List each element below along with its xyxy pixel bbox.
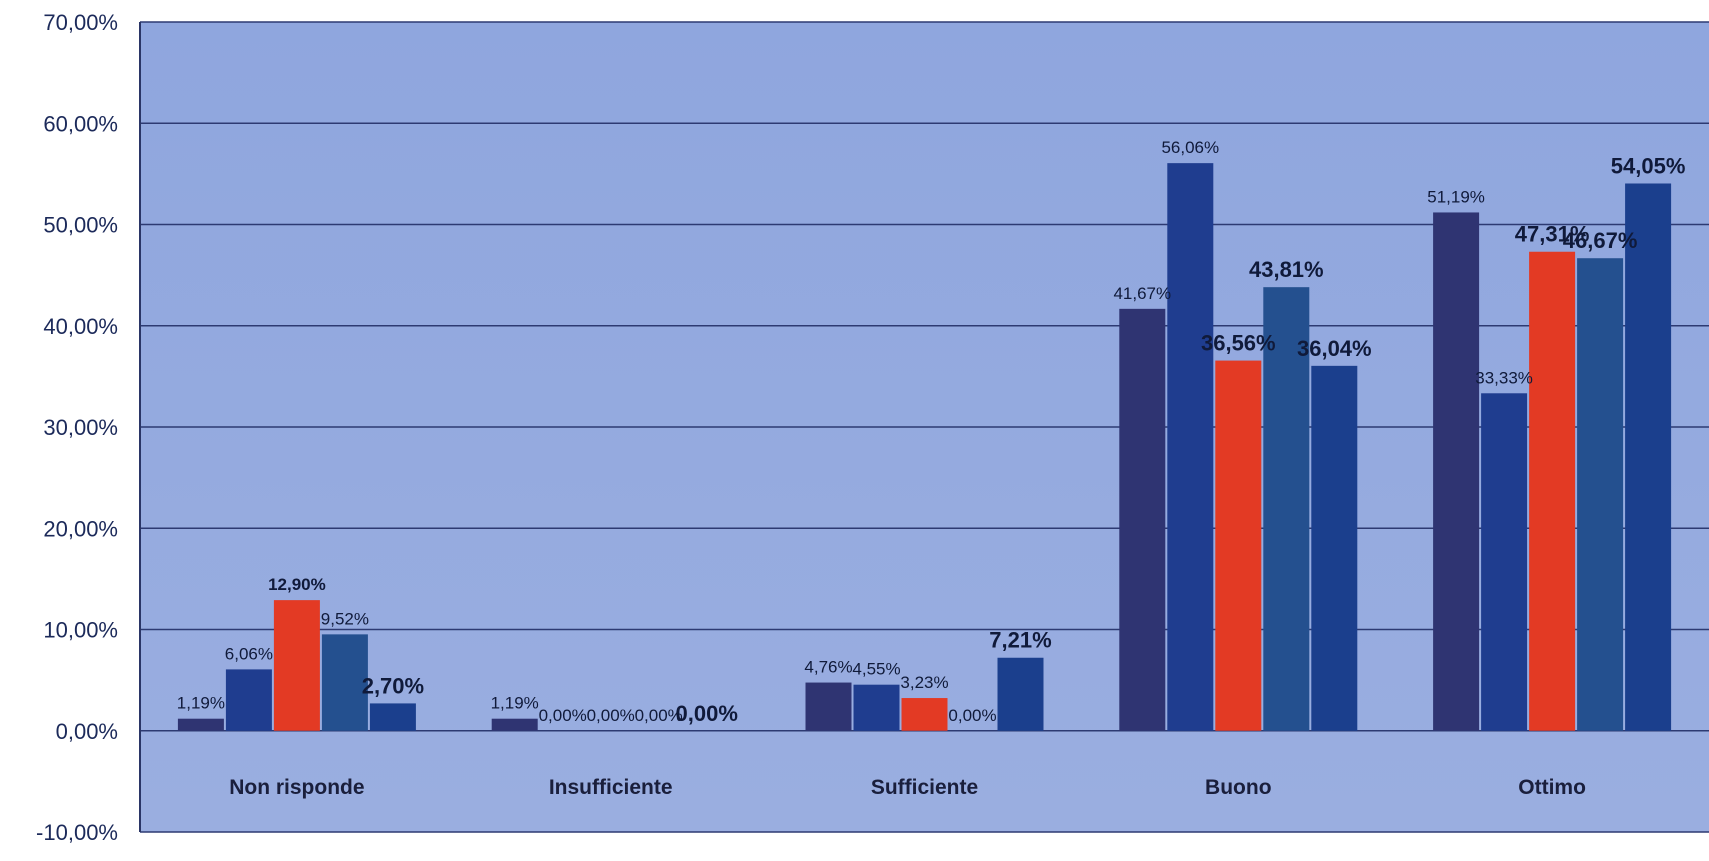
y-tick-label: 0,00%: [56, 719, 118, 744]
data-label: 2,70%: [362, 673, 424, 698]
bar-sufficiente-s1: [805, 682, 852, 731]
bar-non-risponde-s3: [273, 600, 320, 731]
data-label: 0,00%: [539, 706, 587, 725]
data-label: 6,06%: [225, 644, 273, 663]
data-label: 4,55%: [852, 660, 900, 679]
y-tick-label: 20,00%: [43, 516, 118, 541]
x-tick-label: Insufficiente: [549, 776, 673, 799]
x-axis-ticks: Non risponde Insufficiente Sufficiente Buon…: [229, 776, 1586, 799]
bar-sufficiente-s5: [997, 657, 1044, 731]
bar-buono-s3: [1215, 360, 1262, 731]
data-label: 1,19%: [491, 694, 539, 713]
y-axis-ticks: 70,00% 60,00% 50,00% 40,00% 30,00% 20,00% 10,0…: [36, 10, 118, 845]
bars: [177, 163, 1672, 731]
data-label: 43,81%: [1249, 257, 1324, 282]
y-tick-label: -10,00%: [36, 820, 118, 845]
data-label: 4,76%: [804, 658, 852, 677]
data-label: 3,23%: [900, 673, 948, 692]
data-label: 54,05%: [1611, 153, 1686, 178]
data-label: 0,00%: [635, 706, 683, 725]
bar-non-risponde-s5: [369, 703, 416, 731]
x-tick-label: Buono: [1205, 776, 1271, 799]
data-label: 36,56%: [1201, 331, 1276, 356]
data-label: 56,06%: [1161, 138, 1219, 157]
bar-buono-s4: [1263, 287, 1310, 731]
x-tick-label: Sufficiente: [871, 776, 978, 799]
data-label: 33,33%: [1475, 368, 1533, 387]
data-label: 0,00%: [948, 706, 996, 725]
data-label: 0,00%: [587, 706, 635, 725]
bar-buono-s5: [1311, 365, 1358, 731]
y-tick-label: 60,00%: [43, 111, 118, 136]
bar-buono-s1: [1119, 308, 1166, 731]
bar-non-risponde-s1: [177, 718, 224, 731]
bar-ottimo-s3: [1529, 251, 1576, 731]
bar-ottimo-s5: [1625, 183, 1672, 731]
bar-ottimo-s2: [1481, 393, 1528, 731]
y-tick-label: 30,00%: [43, 415, 118, 440]
y-tick-label: 70,00%: [43, 10, 118, 35]
data-label: 1,19%: [177, 694, 225, 713]
bar-sufficiente-s2: [853, 684, 900, 731]
bar-sufficiente-s3: [901, 698, 948, 731]
data-label: 0,00%: [676, 701, 738, 726]
data-labels: 1,19%6,06%12,90%9,52%2,70%1,19%0,00% 0,00…: [177, 138, 1686, 726]
data-label: 9,52%: [321, 609, 369, 628]
y-tick-label: 40,00%: [43, 314, 118, 339]
y-tick-label: 10,00%: [43, 618, 118, 643]
bar-non-risponde-s4: [321, 634, 368, 731]
data-label: 47,31%: [1515, 222, 1590, 247]
data-label: 7,21%: [989, 628, 1051, 653]
bar-non-risponde-s2: [225, 669, 272, 731]
x-tick-label: Non risponde: [229, 776, 364, 799]
bar-insufficiente-s1: [491, 718, 538, 731]
bar-buono-s2: [1167, 163, 1214, 731]
bar-ottimo-s1: [1433, 212, 1480, 731]
x-tick-label: Ottimo: [1518, 776, 1586, 799]
bar-ottimo-s4: [1577, 258, 1624, 731]
data-label: 36,04%: [1297, 336, 1372, 361]
data-label: 41,67%: [1113, 284, 1171, 303]
data-label: 46,67%: [1563, 228, 1638, 253]
data-label: 12,90%: [268, 575, 326, 594]
y-tick-label: 50,00%: [43, 213, 118, 238]
data-label: 51,19%: [1427, 187, 1485, 206]
